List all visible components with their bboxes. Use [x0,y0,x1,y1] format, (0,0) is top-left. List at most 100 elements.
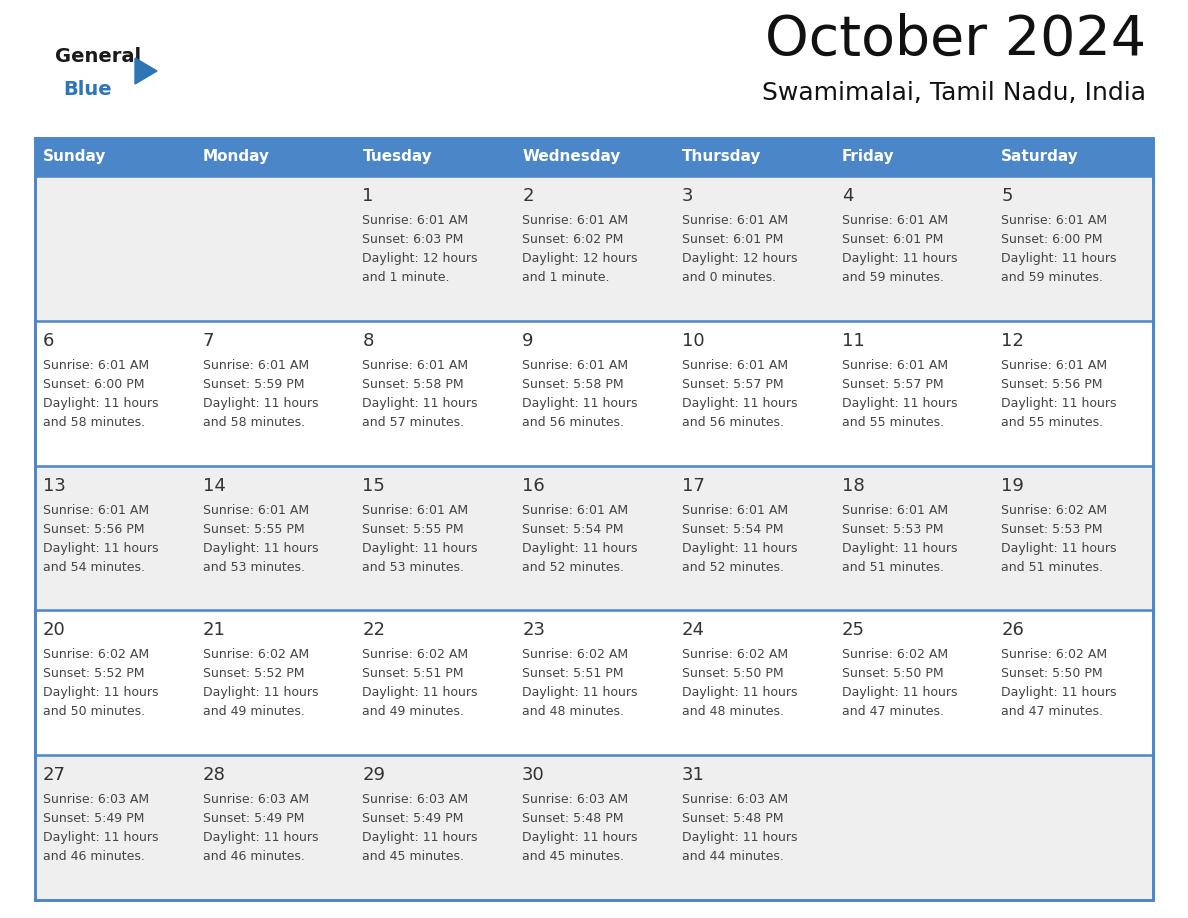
Text: Daylight: 11 hours: Daylight: 11 hours [841,687,958,700]
Text: 8: 8 [362,331,374,350]
Text: 21: 21 [203,621,226,640]
Text: 1: 1 [362,187,374,205]
Text: Sunset: 5:52 PM: Sunset: 5:52 PM [203,667,304,680]
Text: and 1 minute.: and 1 minute. [523,271,609,284]
Text: 14: 14 [203,476,226,495]
Text: Sunset: 5:52 PM: Sunset: 5:52 PM [43,667,145,680]
Text: Sunrise: 6:01 AM: Sunrise: 6:01 AM [43,359,150,372]
Text: 29: 29 [362,767,385,784]
Text: Daylight: 11 hours: Daylight: 11 hours [841,397,958,409]
Text: Sunrise: 6:01 AM: Sunrise: 6:01 AM [362,504,468,517]
Text: and 49 minutes.: and 49 minutes. [362,705,465,719]
Text: Daylight: 11 hours: Daylight: 11 hours [362,542,478,554]
Text: Sunrise: 6:01 AM: Sunrise: 6:01 AM [523,359,628,372]
Text: and 44 minutes.: and 44 minutes. [682,850,784,863]
Text: Sunset: 5:50 PM: Sunset: 5:50 PM [682,667,783,680]
Text: 15: 15 [362,476,385,495]
Text: Sunset: 5:59 PM: Sunset: 5:59 PM [203,378,304,391]
Text: Daylight: 11 hours: Daylight: 11 hours [43,542,158,554]
Text: Blue: Blue [63,80,112,99]
Bar [34,176,1154,320]
Text: and 1 minute.: and 1 minute. [362,271,450,284]
Text: Sunset: 5:51 PM: Sunset: 5:51 PM [523,667,624,680]
Text: Sunset: 6:01 PM: Sunset: 6:01 PM [682,233,783,246]
Text: Sunset: 5:51 PM: Sunset: 5:51 PM [362,667,465,680]
Text: Sunset: 5:49 PM: Sunset: 5:49 PM [43,812,145,825]
Text: Sunrise: 6:03 AM: Sunrise: 6:03 AM [682,793,788,806]
Text: Sunrise: 6:01 AM: Sunrise: 6:01 AM [203,359,309,372]
Text: Daylight: 11 hours: Daylight: 11 hours [1001,687,1117,700]
Text: Sunrise: 6:01 AM: Sunrise: 6:01 AM [43,504,150,517]
Text: Sunrise: 6:02 AM: Sunrise: 6:02 AM [362,648,468,661]
Text: Daylight: 11 hours: Daylight: 11 hours [682,397,797,409]
Text: Sunset: 6:00 PM: Sunset: 6:00 PM [43,378,145,391]
Text: 26: 26 [1001,621,1024,640]
Text: Sunset: 5:57 PM: Sunset: 5:57 PM [841,378,943,391]
Text: 3: 3 [682,187,694,205]
Text: Daylight: 11 hours: Daylight: 11 hours [203,542,318,554]
Bar [34,138,195,176]
Text: Tuesday: Tuesday [362,150,432,164]
Text: Sunset: 5:58 PM: Sunset: 5:58 PM [362,378,465,391]
Text: Sunset: 6:01 PM: Sunset: 6:01 PM [841,233,943,246]
Bar [993,138,1154,176]
Text: Sunrise: 6:02 AM: Sunrise: 6:02 AM [523,648,628,661]
Text: and 47 minutes.: and 47 minutes. [841,705,943,719]
Text: Sunrise: 6:03 AM: Sunrise: 6:03 AM [203,793,309,806]
Text: Sunset: 5:54 PM: Sunset: 5:54 PM [523,522,624,535]
Text: 19: 19 [1001,476,1024,495]
Text: and 50 minutes.: and 50 minutes. [43,705,145,719]
Text: and 56 minutes.: and 56 minutes. [682,416,784,429]
Bar [34,138,1154,900]
Text: and 56 minutes.: and 56 minutes. [523,416,624,429]
Text: 25: 25 [841,621,865,640]
Text: Sunrise: 6:03 AM: Sunrise: 6:03 AM [43,793,150,806]
Text: and 48 minutes.: and 48 minutes. [523,705,624,719]
Text: Daylight: 11 hours: Daylight: 11 hours [523,831,638,845]
Bar [34,610,1154,756]
Bar [34,320,1154,465]
Text: Sunset: 5:53 PM: Sunset: 5:53 PM [841,522,943,535]
Text: Sunrise: 6:01 AM: Sunrise: 6:01 AM [841,504,948,517]
Text: Sunrise: 6:02 AM: Sunrise: 6:02 AM [841,648,948,661]
Text: Sunset: 5:56 PM: Sunset: 5:56 PM [43,522,145,535]
Text: and 53 minutes.: and 53 minutes. [203,561,304,574]
Text: Sunrise: 6:02 AM: Sunrise: 6:02 AM [203,648,309,661]
Text: 11: 11 [841,331,865,350]
Text: 30: 30 [523,767,545,784]
Text: Sunset: 5:50 PM: Sunset: 5:50 PM [841,667,943,680]
Text: and 47 minutes.: and 47 minutes. [1001,705,1104,719]
Text: Sunset: 6:00 PM: Sunset: 6:00 PM [1001,233,1102,246]
Text: Sunrise: 6:01 AM: Sunrise: 6:01 AM [523,504,628,517]
Text: 17: 17 [682,476,704,495]
Text: Sunrise: 6:02 AM: Sunrise: 6:02 AM [682,648,788,661]
Text: 13: 13 [43,476,65,495]
Text: and 51 minutes.: and 51 minutes. [1001,561,1104,574]
Text: Sunset: 6:03 PM: Sunset: 6:03 PM [362,233,463,246]
Text: Sunrise: 6:03 AM: Sunrise: 6:03 AM [362,793,468,806]
Text: Daylight: 11 hours: Daylight: 11 hours [1001,252,1117,265]
Text: Sunday: Sunday [43,150,107,164]
Text: 20: 20 [43,621,65,640]
Text: Monday: Monday [203,150,270,164]
Text: Daylight: 11 hours: Daylight: 11 hours [523,542,638,554]
Text: 24: 24 [682,621,704,640]
Text: Sunset: 5:55 PM: Sunset: 5:55 PM [203,522,304,535]
Text: 10: 10 [682,331,704,350]
Text: Thursday: Thursday [682,150,762,164]
Text: 4: 4 [841,187,853,205]
Text: Sunset: 6:02 PM: Sunset: 6:02 PM [523,233,624,246]
Text: Daylight: 12 hours: Daylight: 12 hours [362,252,478,265]
Text: Sunrise: 6:01 AM: Sunrise: 6:01 AM [1001,359,1107,372]
Text: and 45 minutes.: and 45 minutes. [362,850,465,863]
Text: and 52 minutes.: and 52 minutes. [523,561,624,574]
Text: and 59 minutes.: and 59 minutes. [1001,271,1104,284]
Text: Sunset: 5:49 PM: Sunset: 5:49 PM [362,812,463,825]
Text: 31: 31 [682,767,704,784]
Text: and 54 minutes.: and 54 minutes. [43,561,145,574]
Text: and 55 minutes.: and 55 minutes. [1001,416,1104,429]
Text: Daylight: 11 hours: Daylight: 11 hours [841,542,958,554]
Text: Daylight: 11 hours: Daylight: 11 hours [362,687,478,700]
Text: 16: 16 [523,476,545,495]
Text: 23: 23 [523,621,545,640]
